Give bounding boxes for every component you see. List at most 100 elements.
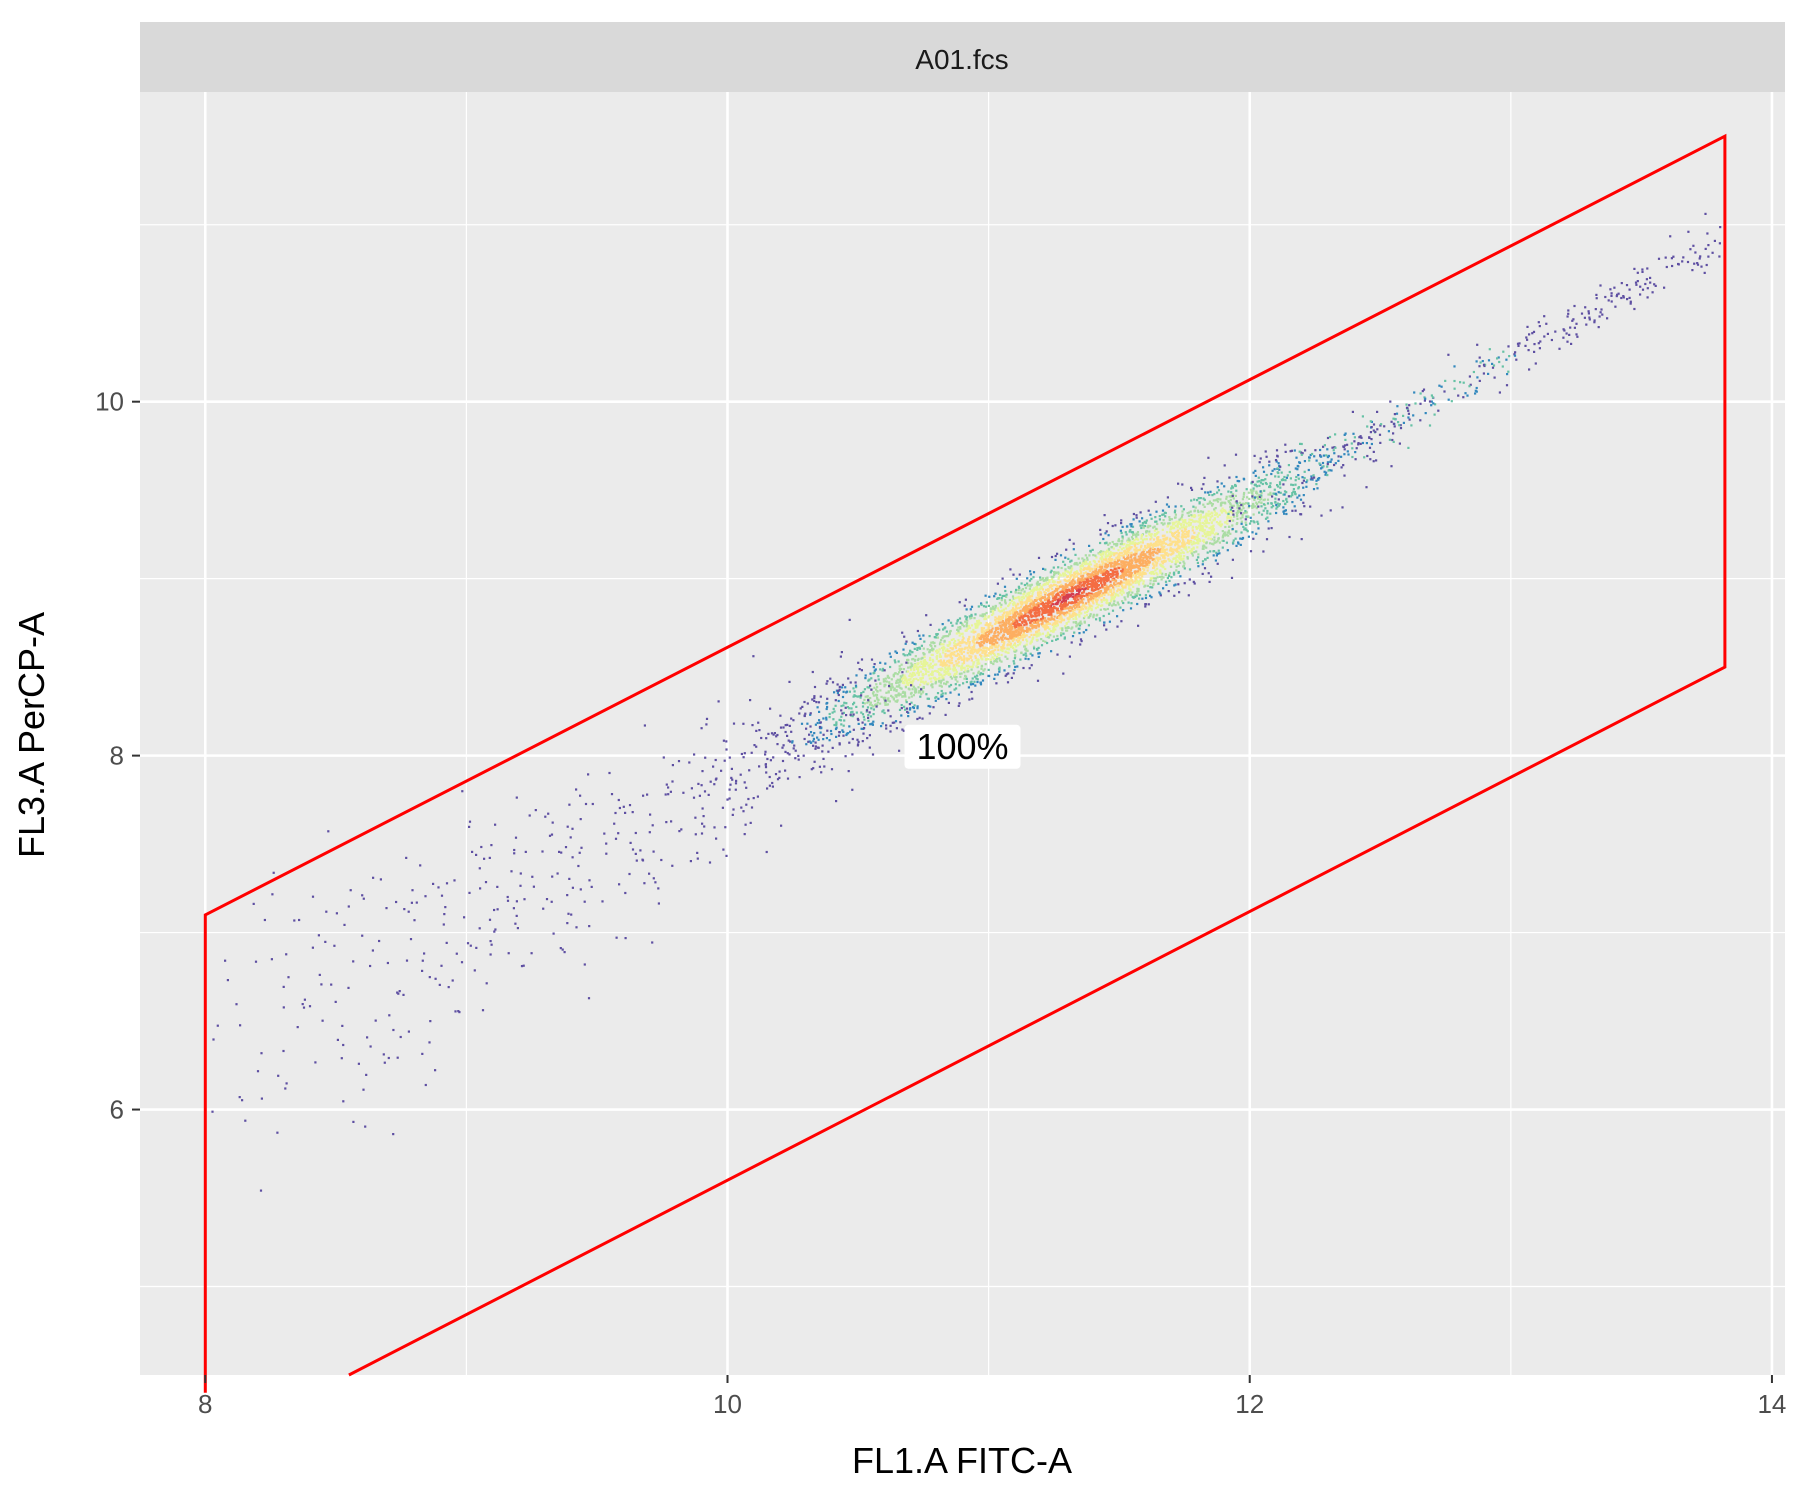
density-point	[1020, 603, 1023, 606]
density-point	[924, 668, 927, 671]
density-point	[1149, 553, 1152, 556]
density-point	[701, 807, 704, 810]
density-point	[1214, 559, 1217, 562]
density-point	[1007, 628, 1010, 631]
density-point	[1242, 507, 1245, 510]
density-point	[1159, 548, 1162, 551]
density-point	[1202, 483, 1205, 486]
density-point	[1027, 604, 1030, 608]
density-point	[1028, 579, 1032, 582]
density-point	[965, 664, 968, 668]
density-point	[968, 642, 971, 645]
density-point	[1009, 626, 1012, 629]
density-point	[968, 645, 971, 648]
density-point	[1174, 548, 1177, 551]
density-point	[1064, 600, 1067, 603]
density-point	[1171, 521, 1174, 524]
density-point	[945, 655, 949, 658]
density-point	[965, 625, 968, 628]
density-point	[1035, 614, 1038, 618]
density-point	[940, 661, 943, 664]
density-point	[980, 629, 983, 632]
density-point	[1208, 542, 1212, 545]
density-point	[1113, 600, 1116, 603]
density-point	[1114, 604, 1117, 607]
density-point	[895, 700, 899, 703]
density-point	[1148, 534, 1151, 537]
density-point	[1142, 571, 1145, 574]
density-point	[1107, 587, 1110, 590]
density-point	[1045, 602, 1048, 605]
density-point	[1297, 487, 1300, 490]
density-point	[1219, 509, 1222, 512]
density-point	[1031, 600, 1034, 603]
density-point	[971, 677, 974, 680]
density-point	[907, 666, 910, 669]
density-point	[1247, 515, 1250, 518]
density-point	[1149, 543, 1152, 546]
density-point	[1021, 620, 1024, 623]
density-point	[1275, 507, 1278, 510]
density-point	[1087, 598, 1090, 601]
density-point	[1005, 595, 1008, 598]
density-point	[1294, 483, 1297, 486]
density-point	[900, 687, 903, 690]
density-point	[1120, 561, 1123, 564]
density-point	[945, 660, 949, 663]
density-point	[978, 662, 981, 665]
density-point	[991, 607, 995, 610]
density-point	[1212, 499, 1215, 502]
density-point	[1132, 512, 1135, 516]
density-point	[953, 674, 956, 677]
density-point	[1012, 672, 1015, 675]
density-point	[920, 644, 923, 647]
density-point	[884, 683, 887, 686]
density-point	[967, 658, 970, 661]
density-point	[813, 732, 816, 735]
density-point	[961, 662, 964, 665]
density-point	[1228, 476, 1231, 479]
density-point	[945, 683, 948, 686]
density-point	[1136, 592, 1139, 595]
density-point	[1099, 553, 1103, 556]
density-point	[979, 622, 982, 625]
density-point	[1149, 582, 1152, 585]
density-point	[947, 701, 950, 704]
density-point	[1199, 510, 1203, 513]
density-point	[996, 597, 999, 600]
density-point	[1162, 523, 1165, 526]
density-point	[1192, 580, 1195, 583]
density-point	[991, 627, 994, 630]
density-point	[942, 678, 945, 681]
density-point	[1106, 565, 1109, 569]
density-point	[1104, 590, 1107, 594]
density-point	[1077, 595, 1081, 598]
density-point	[1013, 620, 1016, 624]
density-point	[1197, 520, 1200, 523]
density-point	[828, 712, 831, 716]
density-point	[1095, 556, 1098, 559]
density-point	[1121, 540, 1124, 543]
density-point	[1109, 576, 1113, 579]
density-point	[1086, 596, 1089, 599]
density-point	[1189, 522, 1192, 525]
density-point	[1112, 586, 1115, 589]
density-point	[1138, 565, 1141, 568]
density-point	[1375, 459, 1378, 462]
density-point	[960, 622, 964, 625]
density-point	[1246, 530, 1249, 533]
density-point	[1192, 547, 1195, 550]
density-point	[1196, 499, 1199, 502]
density-point	[910, 701, 913, 704]
density-point	[1123, 563, 1126, 566]
density-point	[1128, 544, 1131, 547]
density-point	[1077, 598, 1080, 601]
density-point	[1023, 592, 1026, 595]
density-point	[1059, 627, 1062, 630]
density-point	[905, 670, 908, 673]
density-point	[1039, 594, 1042, 597]
density-point	[1202, 497, 1205, 500]
density-point	[1144, 545, 1147, 548]
density-point	[965, 657, 968, 660]
density-point	[1131, 542, 1134, 545]
